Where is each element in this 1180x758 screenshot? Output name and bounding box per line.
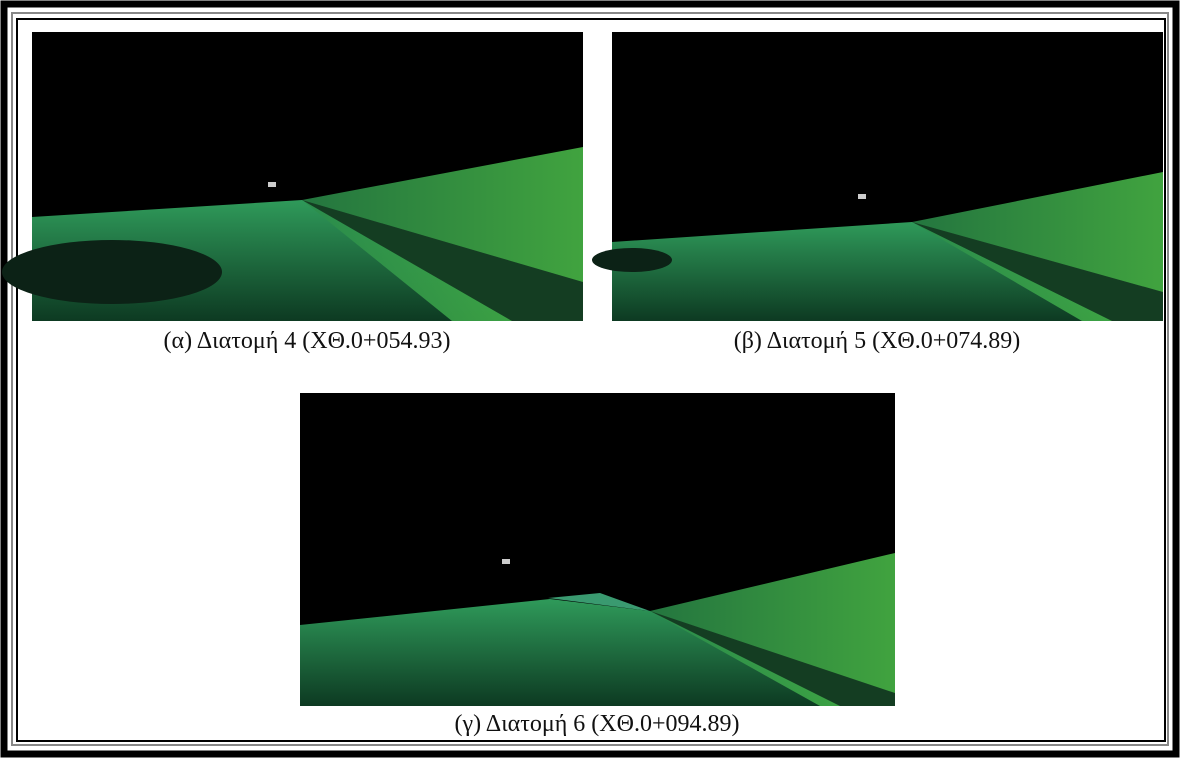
caption: (β) Διατομή 5 (ΧΘ.0+074.89): [734, 328, 1021, 354]
point-cloud-image: [592, 32, 1163, 321]
point-cloud-image: [300, 393, 895, 706]
figure: (α) Διατομή 4 (ΧΘ.0+054.93) (β) Διατομή …: [0, 0, 1180, 758]
point-cloud-image: [2, 32, 583, 321]
caption: (α) Διατομή 4 (ΧΘ.0+054.93): [164, 328, 451, 354]
caption: (γ) Διατομή 6 (ΧΘ.0+094.89): [455, 711, 740, 737]
